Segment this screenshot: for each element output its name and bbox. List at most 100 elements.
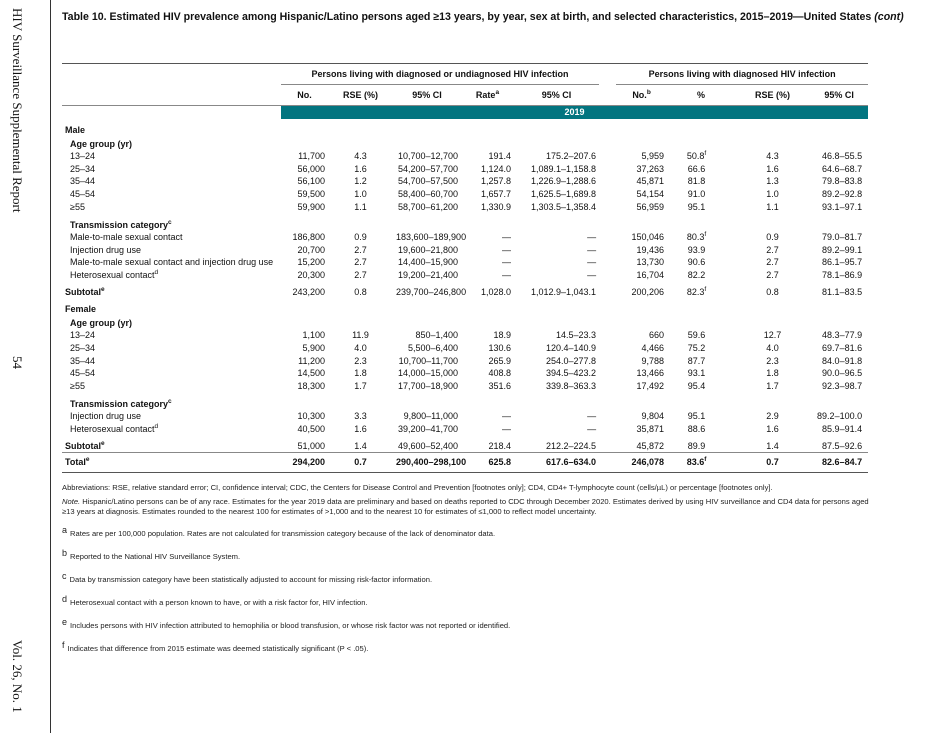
data-cell: 617.6–634.0 [514,451,600,473]
cell-value: 1.1 [766,202,779,213]
data-cell: 212.2–224.5 [514,436,599,453]
cell-value: — [502,231,511,242]
cell-value: 9,800–11,000 [403,411,458,422]
data-cell: 1.4 [328,436,393,453]
row-label-text: Total [65,456,86,467]
data-cell: 0.9 [328,231,393,244]
data-cell: 69.7–81.6 [810,342,868,355]
cell-value: 351.6 [488,381,511,392]
footnote-mark: c [62,571,67,581]
cell-value: 90.6 [687,257,706,268]
data-cell: 1,303.5–1,358.4 [514,201,599,214]
data-cell: 254.0–277.8 [514,355,599,368]
data-cell: 90.0–96.5 [810,368,868,381]
footnote-mark: a [62,525,68,535]
note: Note. Hispanic/Latino persons can be of … [62,497,872,517]
data-cell: 394.5–423.2 [514,368,599,381]
data-cell: 0.9 [735,231,810,244]
gap-cell [599,201,616,214]
cell-value: 0.7 [766,456,779,467]
table-row: 13–24 1,100 11.9 850–1,400 18.9 14.5–23.3 660 5… [62,329,868,342]
cell-value: 15,200 [297,257,325,268]
table-row: Subtotale 51,000 1.4 49,600–52,400 218.4 212.… [62,436,868,453]
table-row: Age group (yr) [62,136,868,150]
data-cell: 1.8 [328,368,393,381]
cell-value: 59,500 [297,189,325,200]
data-cell: 17,700–18,900 [393,380,461,393]
cell-value: 1,124.0 [480,163,511,174]
table-row: Male [62,119,868,136]
data-cell: 89.9 [667,436,735,453]
column-header-label: 95% CI [541,89,572,100]
footnote: d Heterosexual contact with a person know… [62,594,872,608]
data-cell: 79.8–83.8 [810,176,868,189]
footnote-mark: d [62,594,68,604]
data-cell: 1.6 [735,423,810,436]
note-label: Note. [62,497,81,506]
row-label-text: Injection drug use [70,411,142,422]
row-label-text: Male-to-male sexual contact [70,231,183,242]
cell-value: 91.0 [687,189,706,200]
footnote-marker: f [704,286,707,294]
row-label-text: 35–44 [70,355,96,366]
cell-value: 294,200 [292,456,325,467]
cell-value: 16,704 [636,270,665,281]
data-cell: 58,400–60,700 [393,188,461,201]
column-header: Ratea [461,84,514,106]
data-cell: 1.4 [735,436,810,453]
table-row: ≥55 59,900 1.1 58,700–61,200 1,330.9 1,303.5–… [62,201,868,214]
data-cell: 82.6–84.7 [810,451,869,473]
data-cell: 186,800 [281,231,328,244]
data-cell: 59.6 [667,329,735,342]
data-cell: 2.9 [735,410,810,423]
side-margin: HIV Surveillance Supplemental Report 54 … [0,0,51,733]
cell-value: 5,900 [302,342,325,353]
data-cell: — [461,423,514,436]
data-cell: 18,300 [281,380,328,393]
data-cell: 56,000 [281,163,328,176]
empty-cells [281,315,868,329]
data-cell: 37,263 [616,163,667,176]
column-header: No. [281,84,328,106]
column-header: 95% CI [393,84,461,106]
data-cell: 246,078 [616,451,668,473]
data-cell: 40,500 [281,423,328,436]
data-cell: 11,700 [281,150,328,163]
data-cell: 339.8–363.3 [514,380,599,393]
data-cell: 1,257.8 [461,176,514,189]
cell-value: 2.7 [766,270,779,281]
cell-value: 1,625.5–1,689.8 [531,189,597,200]
data-cell: 11,200 [281,355,328,368]
data-cell: 89.2–99.1 [810,244,868,257]
volume-label: Vol. 26, No. 1 [10,640,25,713]
data-cell: 660 [616,329,667,342]
data-cell: 85.9–91.4 [810,423,868,436]
cell-value: 0.7 [354,456,367,467]
cell-value: 12.7 [763,330,782,341]
data-cell: 81.1–83.5 [810,282,868,298]
data-cell: 87.5–92.6 [810,436,868,453]
data-cell: 150,046 [616,231,667,244]
row-label: Male-to-male sexual contact and injectio… [62,257,281,270]
cell-value: 2.7 [354,257,367,268]
table-row: Injection drug use 20,700 2.7 19,600–21,800… [62,244,868,257]
data-cell: 14,400–15,900 [393,257,461,270]
column-header: 95% CI [514,84,600,106]
cell-value: 13,466 [636,368,665,379]
data-cell: 64.6–68.7 [810,163,868,176]
data-cell: 2.3 [735,355,810,368]
cell-value: 48.3–77.9 [822,330,863,341]
table-row: 25–34 56,000 1.6 54,200–57,700 1,124.0 1,089.… [62,163,868,176]
cell-value: 58,700–61,200 [397,202,458,213]
footnote-marker: a [495,88,500,96]
cell-value: 0.8 [766,287,779,298]
data-cell: 265.9 [461,355,514,368]
data-cell: 175.2–207.6 [514,150,599,163]
gap-cell [599,380,616,393]
data-cell: — [514,269,599,282]
cell-value: — [587,257,597,268]
data-cell: 191.4 [461,150,514,163]
data-cell: 17,492 [616,380,667,393]
row-label: 45–54 [62,188,281,201]
row-label-text: Heterosexual contact [70,270,155,281]
